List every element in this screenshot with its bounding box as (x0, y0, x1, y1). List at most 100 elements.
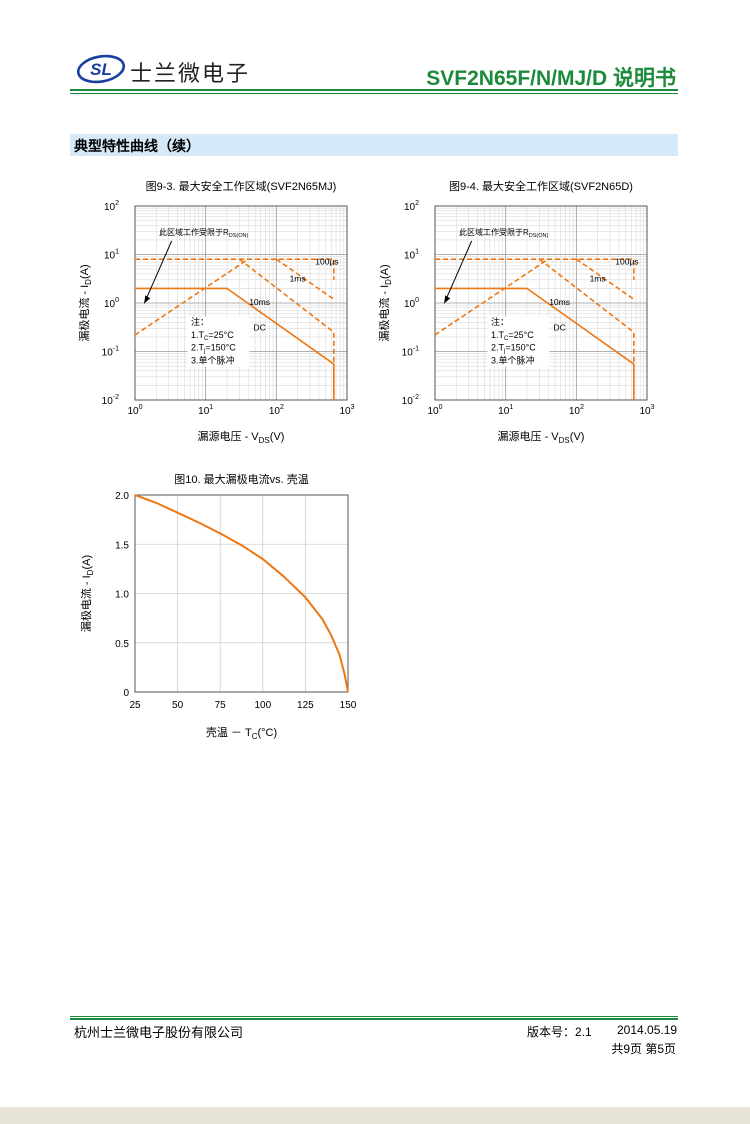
x-tick-label: 102 (269, 404, 284, 417)
note-line-3: 3.单个脉冲 (491, 354, 535, 365)
series-line-current (134, 494, 349, 693)
soa-chart-mj: 图9-3. 最大安全工作区域(SVF2N65MJ)100 101 102 103102… (77, 179, 355, 445)
x-axis-label: 壳温 － TC(°C) (206, 725, 277, 741)
notes-box (187, 316, 250, 367)
x-tick-label: 100 (427, 404, 442, 417)
series-label: 100μs (615, 257, 638, 267)
y-axis-label-sub: D (84, 279, 93, 285)
x-tick-exponent: 3 (351, 404, 355, 411)
note-line-3: 3.单个脉冲 (191, 354, 235, 365)
header-rule (70, 89, 678, 91)
x-tick-label: 50 (172, 700, 184, 711)
annotation-arrow-head (144, 295, 151, 304)
y-tick-base: 10 (104, 251, 116, 262)
y-tick-base: 10 (404, 299, 416, 310)
chart-title: 图9-4. 最大安全工作区域(SVF2N65D) (449, 179, 633, 193)
series-line-10ms (238, 258, 335, 400)
series-line-limit (134, 258, 249, 336)
x-tick-label: 102 (569, 404, 584, 417)
series-label: DC (553, 323, 565, 333)
annotation-main: 此区域工作受限于R (459, 227, 529, 237)
y-tick-exponent: 1 (415, 249, 419, 256)
x-axis-label-suffix: (°C) (257, 727, 277, 739)
y-tick-label: 102 (404, 200, 419, 213)
note-2-suffix: =150°C (505, 342, 536, 352)
y-tick-label: 101 (104, 249, 119, 262)
annotation-sub: DS(ON) (229, 233, 249, 239)
x-axis-label: 漏源电压 - VDS(V) (498, 429, 585, 445)
series-label: 10ms (549, 297, 570, 307)
x-tick-label: 101 (498, 404, 513, 417)
y-tick-label: 1.0 (115, 590, 129, 601)
footer-date: 2014.05.19 (617, 1023, 678, 1037)
annotation-sub: DS(ON) (529, 233, 549, 239)
footer-version: 版本号：2.1 (527, 1025, 592, 1039)
y-tick-label: 2.0 (115, 491, 129, 502)
x-tick-base: 10 (569, 406, 581, 417)
annotation-arrow-line (443, 240, 473, 304)
x-tick-base: 10 (339, 406, 351, 417)
plot-frame (434, 205, 648, 401)
y-tick-exponent: 0 (415, 297, 419, 304)
series-label: 100μs (315, 257, 338, 267)
y-tick-label: 10-2 (102, 394, 119, 407)
y-axis-label-suffix: (A) (81, 555, 93, 570)
logo-text: SL (90, 60, 112, 79)
y-axis-label-sub: D (384, 279, 393, 285)
x-tick-exponent: 0 (439, 404, 443, 411)
annotation-arrow-head (444, 295, 451, 304)
notes-box (487, 316, 550, 367)
y-tick-base: 10 (402, 396, 414, 407)
series-label: 1ms (590, 273, 606, 283)
y-tick-label: 10-1 (102, 346, 119, 359)
x-tick-base: 10 (269, 406, 281, 417)
y-tick-exponent: -1 (113, 346, 119, 353)
note-2-suffix: =150°C (205, 342, 236, 352)
y-axis-label-main: 漏极电流 - I (77, 285, 91, 342)
x-axis-label-main: 壳温 － T (206, 725, 252, 739)
x-tick-exponent: 0 (139, 404, 143, 411)
note-line-2: 2.Tj=150°C (491, 342, 536, 354)
y-tick-base: 10 (102, 396, 114, 407)
footer-rule-thin (70, 1016, 678, 1017)
x-tick-label: 101 (198, 404, 213, 417)
series-line-1ms (275, 258, 335, 300)
note-2-main: 2.T (191, 342, 205, 352)
y-tick-label: 10-1 (402, 346, 419, 359)
x-tick-label: 150 (340, 700, 357, 711)
series-label: 1ms (290, 273, 306, 283)
x-axis-label-sub: DS (559, 436, 570, 445)
y-axis-label-suffix: (A) (79, 264, 91, 279)
footer-rule (70, 1018, 678, 1020)
y-axis-label-main: 漏极电流 - I (377, 285, 391, 342)
series-line-100s (135, 258, 335, 280)
x-tick-exponent: 2 (280, 404, 284, 411)
x-tick-label: 125 (297, 700, 314, 711)
y-axis-label: 漏极电流 - ID(A) (77, 264, 93, 341)
note-line-1: 1.TC=25°C (491, 330, 534, 342)
plot-frame (134, 205, 348, 401)
y-tick-exponent: -1 (413, 346, 419, 353)
rdson-annotation: 此区域工作受限于RDS(ON) (159, 227, 249, 239)
note-1-sub: C (504, 336, 509, 342)
y-tick-base: 10 (104, 299, 116, 310)
soa-chart-d: 图9-4. 最大安全工作区域(SVF2N65D)100 101 102 1031021… (377, 179, 655, 445)
x-axis-label-main: 漏源电压 - V (198, 429, 260, 443)
x-tick-label: 25 (129, 700, 141, 711)
x-tick-exponent: 2 (580, 404, 584, 411)
y-tick-base: 10 (104, 202, 116, 213)
notes-title: 注： (191, 316, 209, 327)
chart-title: 图10. 最大漏极电流vs. 壳温 (174, 472, 308, 486)
y-tick-label: 10-2 (402, 394, 419, 407)
x-tick-label: 103 (339, 404, 354, 417)
note-line-1: 1.TC=25°C (191, 330, 234, 342)
y-tick-base: 10 (404, 202, 416, 213)
y-tick-label: 0.5 (115, 639, 129, 650)
x-tick-exponent: 1 (509, 404, 513, 411)
x-tick-base: 10 (639, 406, 651, 417)
y-tick-label: 0 (123, 688, 129, 699)
x-axis-label-suffix: (V) (270, 431, 285, 443)
note-line-2: 2.Tj=150°C (191, 342, 236, 354)
y-tick-label: 100 (104, 297, 119, 310)
x-axis-label: 漏源电压 - VDS(V) (198, 429, 285, 445)
